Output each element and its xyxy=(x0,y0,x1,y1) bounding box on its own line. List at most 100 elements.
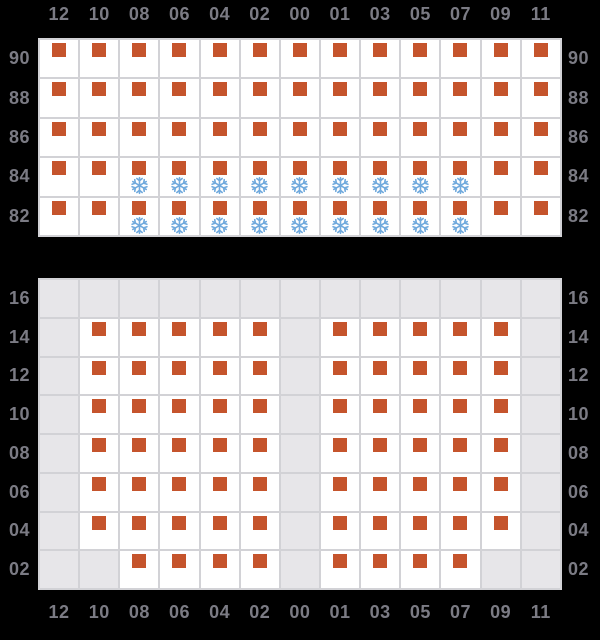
slot-r12-c03[interactable] xyxy=(361,357,400,395)
slot-r86-c12[interactable] xyxy=(40,118,79,157)
slot-r86-c04[interactable] xyxy=(200,118,239,157)
slot-r86-c09[interactable] xyxy=(481,118,520,157)
slot-r88-c10[interactable] xyxy=(80,79,119,117)
slot-r84-c01[interactable] xyxy=(320,158,360,196)
slot-r08-c09[interactable] xyxy=(481,435,520,472)
slot-r08-c08[interactable] xyxy=(120,435,159,472)
slot-r88-c00[interactable] xyxy=(280,79,319,117)
slot-r88-c01[interactable] xyxy=(320,79,360,117)
slot-r10-c10[interactable] xyxy=(80,396,119,433)
slot-r04-c06[interactable] xyxy=(160,512,199,550)
slot-r14-c10[interactable] xyxy=(80,318,119,356)
slot-r90-c05[interactable] xyxy=(401,40,440,78)
slot-r88-c08[interactable] xyxy=(120,79,159,117)
slot-r02-c05[interactable] xyxy=(401,551,440,588)
slot-r14-c02[interactable] xyxy=(240,318,279,356)
slot-r08-c07[interactable] xyxy=(441,435,480,472)
slot-r04-c04[interactable] xyxy=(200,512,239,550)
slot-r10-c03[interactable] xyxy=(361,396,400,433)
slot-r90-c03[interactable] xyxy=(361,40,400,78)
slot-r82-c11[interactable] xyxy=(521,197,560,235)
slot-r86-c06[interactable] xyxy=(160,118,199,157)
slot-r82-c10[interactable] xyxy=(80,197,119,235)
slot-r84-c02[interactable] xyxy=(240,158,279,196)
slot-r84-c12[interactable] xyxy=(40,158,79,196)
slot-r12-c07[interactable] xyxy=(441,357,480,395)
slot-r10-c07[interactable] xyxy=(441,396,480,433)
slot-r82-c09[interactable] xyxy=(481,197,520,235)
slot-r90-c10[interactable] xyxy=(80,40,119,78)
slot-r86-c08[interactable] xyxy=(120,118,159,157)
slot-r90-c00[interactable] xyxy=(280,40,319,78)
slot-r82-c12[interactable] xyxy=(40,197,79,235)
slot-r06-c03[interactable] xyxy=(361,473,400,511)
slot-r86-c00[interactable] xyxy=(280,118,319,157)
slot-r04-c03[interactable] xyxy=(361,512,400,550)
slot-r10-c04[interactable] xyxy=(200,396,239,433)
slot-r06-c06[interactable] xyxy=(160,473,199,511)
slot-r02-c01[interactable] xyxy=(320,551,360,588)
slot-r02-c06[interactable] xyxy=(160,551,199,588)
slot-r08-c04[interactable] xyxy=(200,435,239,472)
slot-r06-c10[interactable] xyxy=(80,473,119,511)
slot-r86-c10[interactable] xyxy=(80,118,119,157)
slot-r90-c06[interactable] xyxy=(160,40,199,78)
slot-r06-c07[interactable] xyxy=(441,473,480,511)
slot-r10-c02[interactable] xyxy=(240,396,279,433)
slot-r90-c08[interactable] xyxy=(120,40,159,78)
slot-r84-c03[interactable] xyxy=(361,158,400,196)
slot-r90-c11[interactable] xyxy=(521,40,560,78)
slot-r04-c08[interactable] xyxy=(120,512,159,550)
slot-r88-c06[interactable] xyxy=(160,79,199,117)
slot-r10-c01[interactable] xyxy=(320,396,360,433)
slot-r14-c05[interactable] xyxy=(401,318,440,356)
slot-r12-c04[interactable] xyxy=(200,357,239,395)
slot-r14-c06[interactable] xyxy=(160,318,199,356)
slot-r90-c02[interactable] xyxy=(240,40,279,78)
slot-r90-c07[interactable] xyxy=(441,40,480,78)
slot-r08-c05[interactable] xyxy=(401,435,440,472)
slot-r84-c04[interactable] xyxy=(200,158,239,196)
slot-r86-c01[interactable] xyxy=(320,118,360,157)
slot-r04-c02[interactable] xyxy=(240,512,279,550)
slot-r90-c09[interactable] xyxy=(481,40,520,78)
slot-r86-c02[interactable] xyxy=(240,118,279,157)
slot-r08-c10[interactable] xyxy=(80,435,119,472)
slot-r02-c08[interactable] xyxy=(120,551,159,588)
slot-r10-c06[interactable] xyxy=(160,396,199,433)
slot-r86-c07[interactable] xyxy=(441,118,480,157)
slot-r08-c01[interactable] xyxy=(320,435,360,472)
slot-r14-c04[interactable] xyxy=(200,318,239,356)
slot-r82-c07[interactable] xyxy=(441,197,480,235)
slot-r82-c04[interactable] xyxy=(200,197,239,235)
slot-r04-c09[interactable] xyxy=(481,512,520,550)
slot-r82-c01[interactable] xyxy=(320,197,360,235)
slot-r90-c04[interactable] xyxy=(200,40,239,78)
slot-r02-c03[interactable] xyxy=(361,551,400,588)
slot-r06-c08[interactable] xyxy=(120,473,159,511)
slot-r82-c06[interactable] xyxy=(160,197,199,235)
slot-r88-c04[interactable] xyxy=(200,79,239,117)
slot-r86-c11[interactable] xyxy=(521,118,560,157)
slot-r06-c05[interactable] xyxy=(401,473,440,511)
slot-r02-c07[interactable] xyxy=(441,551,480,588)
slot-r86-c05[interactable] xyxy=(401,118,440,157)
slot-r88-c09[interactable] xyxy=(481,79,520,117)
slot-r88-c12[interactable] xyxy=(40,79,79,117)
slot-r08-c03[interactable] xyxy=(361,435,400,472)
slot-r06-c04[interactable] xyxy=(200,473,239,511)
slot-r84-c07[interactable] xyxy=(441,158,480,196)
slot-r12-c06[interactable] xyxy=(160,357,199,395)
slot-r84-c05[interactable] xyxy=(401,158,440,196)
slot-r84-c06[interactable] xyxy=(160,158,199,196)
slot-r10-c08[interactable] xyxy=(120,396,159,433)
slot-r06-c09[interactable] xyxy=(481,473,520,511)
slot-r12-c05[interactable] xyxy=(401,357,440,395)
slot-r02-c04[interactable] xyxy=(200,551,239,588)
slot-r84-c09[interactable] xyxy=(481,158,520,196)
slot-r82-c08[interactable] xyxy=(120,197,159,235)
slot-r12-c10[interactable] xyxy=(80,357,119,395)
slot-r08-c02[interactable] xyxy=(240,435,279,472)
slot-r04-c05[interactable] xyxy=(401,512,440,550)
slot-r88-c05[interactable] xyxy=(401,79,440,117)
